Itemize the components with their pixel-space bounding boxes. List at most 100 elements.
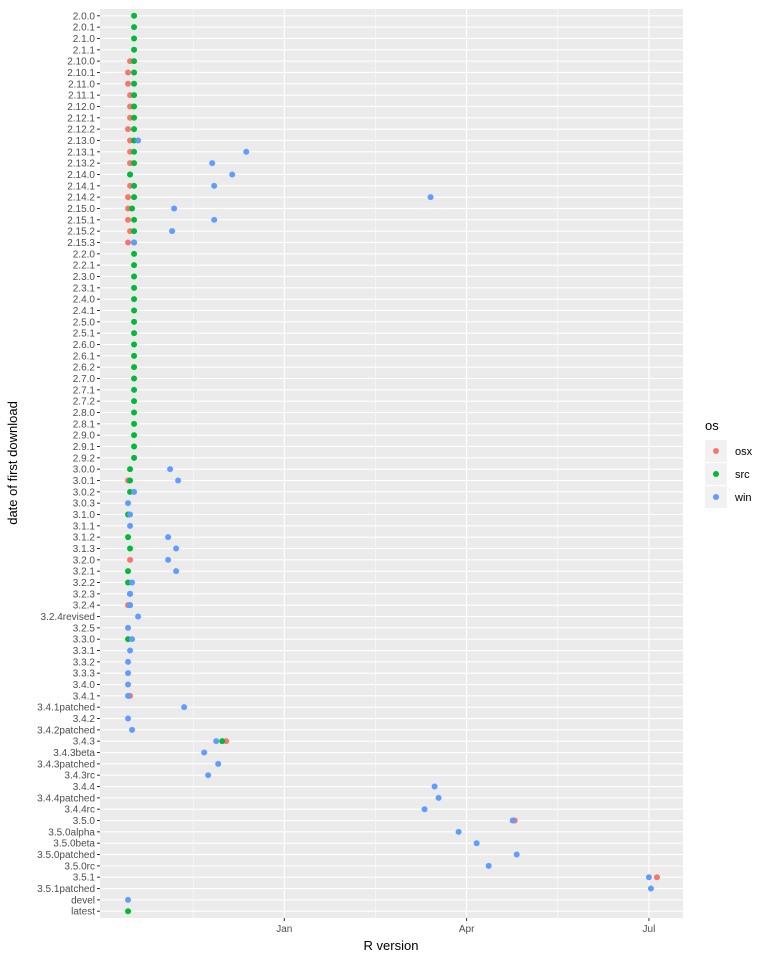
y-tick-label: 2.0.0 (73, 11, 96, 22)
y-tick-label: 2.4.0 (73, 295, 96, 306)
point-win (485, 862, 492, 869)
point-src (131, 46, 138, 53)
point-src (125, 908, 132, 915)
plot-panel (100, 9, 683, 918)
point-win (427, 194, 434, 201)
point-src (131, 114, 138, 121)
legend-label: osx (735, 446, 753, 458)
point-win (431, 783, 438, 790)
y-tick-label: 3.0.1 (73, 476, 96, 487)
point-win (509, 817, 516, 824)
point-win (211, 182, 218, 189)
point-win (129, 726, 136, 733)
point-win (205, 772, 212, 779)
y-tick-label: 3.3.3 (73, 669, 96, 680)
point-src (131, 148, 138, 155)
y-tick-label: 2.6.2 (73, 363, 96, 374)
x-axis-ticks: Jan Apr Jul (276, 918, 655, 935)
point-win (171, 205, 178, 212)
y-tick-label: 3.5.0patched (37, 850, 95, 861)
y-tick-label: 2.14.2 (67, 193, 95, 204)
y-tick-label: 3.4.3rc (64, 771, 95, 782)
legend-title: os (705, 418, 719, 433)
y-tick-label: 3.5.0 (73, 816, 96, 827)
y-tick-label: 3.4.1patched (37, 703, 95, 714)
point-src (125, 534, 132, 541)
y-tick-label: 2.14.0 (67, 170, 95, 181)
y-tick-label: 3.4.0 (73, 680, 96, 691)
point-win (455, 828, 462, 835)
y-tick-label: devel (71, 895, 95, 906)
point-src (131, 307, 138, 314)
y-tick-label: latest (71, 907, 95, 918)
point-src (131, 35, 138, 42)
grid-minor (192, 9, 559, 918)
point-src (131, 330, 138, 337)
point-src (131, 216, 138, 223)
y-tick-label: 2.13.2 (67, 159, 95, 170)
point-win (129, 636, 136, 643)
point-src (131, 352, 138, 359)
y-tick-label: 3.5.0alpha (48, 827, 95, 838)
point-src (131, 262, 138, 269)
y-tick-label: 3.2.2 (73, 578, 96, 589)
point-win (167, 466, 174, 473)
point-win (209, 160, 216, 167)
y-tick-label: 2.6.0 (73, 340, 96, 351)
point-win (647, 885, 654, 892)
y-tick-label: 2.1.0 (73, 34, 96, 45)
point-src (131, 420, 138, 427)
point-win (175, 477, 182, 484)
point-osx (125, 194, 132, 201)
point-win (135, 613, 142, 620)
y-tick-label: 3.4.1 (73, 691, 96, 702)
point-src (131, 160, 138, 167)
point-win (127, 602, 134, 609)
point-win (165, 556, 172, 563)
point-src (131, 250, 138, 257)
x-tick-label: Apr (459, 924, 475, 935)
point-src (127, 171, 134, 178)
point-win (473, 840, 480, 847)
point-src (219, 738, 226, 745)
point-win (215, 760, 222, 767)
y-tick-label: 3.0.3 (73, 499, 96, 510)
x-axis-title: R version (364, 938, 419, 953)
y-tick-label: 3.3.2 (73, 657, 96, 668)
y-tick-label: 2.7.1 (73, 385, 96, 396)
legend-label: win (734, 492, 752, 504)
point-win (243, 148, 250, 155)
y-tick-label: 3.4.4rc (64, 805, 95, 816)
point-win (131, 488, 138, 495)
y-tick-label: 2.1.1 (73, 45, 96, 56)
point-win (125, 658, 132, 665)
point-win (173, 568, 180, 575)
point-src (127, 545, 134, 552)
point-src (131, 126, 138, 133)
x-tick-label: Jan (276, 924, 292, 935)
point-src (131, 364, 138, 371)
y-tick-label: 2.8.1 (73, 419, 96, 430)
point-src (131, 58, 138, 65)
y-tick-label: 3.2.4revised (41, 612, 95, 623)
y-tick-label: 3.5.0rc (64, 861, 95, 872)
data-points (125, 12, 660, 915)
y-tick-label: 2.15.3 (67, 238, 95, 249)
point-win (211, 216, 218, 223)
point-win (645, 874, 652, 881)
y-tick-label: 3.4.2 (73, 714, 96, 725)
y-tick-label: 2.2.1 (73, 261, 96, 272)
point-src (131, 194, 138, 201)
point-win (125, 624, 132, 631)
point-osx (125, 126, 132, 133)
y-tick-label: 2.15.2 (67, 227, 95, 238)
point-src (131, 69, 138, 76)
point-win (125, 692, 132, 699)
y-tick-label: 3.3.1 (73, 646, 96, 657)
point-win (229, 171, 236, 178)
y-tick-label: 2.3.0 (73, 272, 96, 283)
y-tick-label: 2.12.0 (67, 102, 95, 113)
y-tick-label: 3.2.4 (73, 601, 96, 612)
y-tick-label: 3.4.4patched (37, 793, 95, 804)
